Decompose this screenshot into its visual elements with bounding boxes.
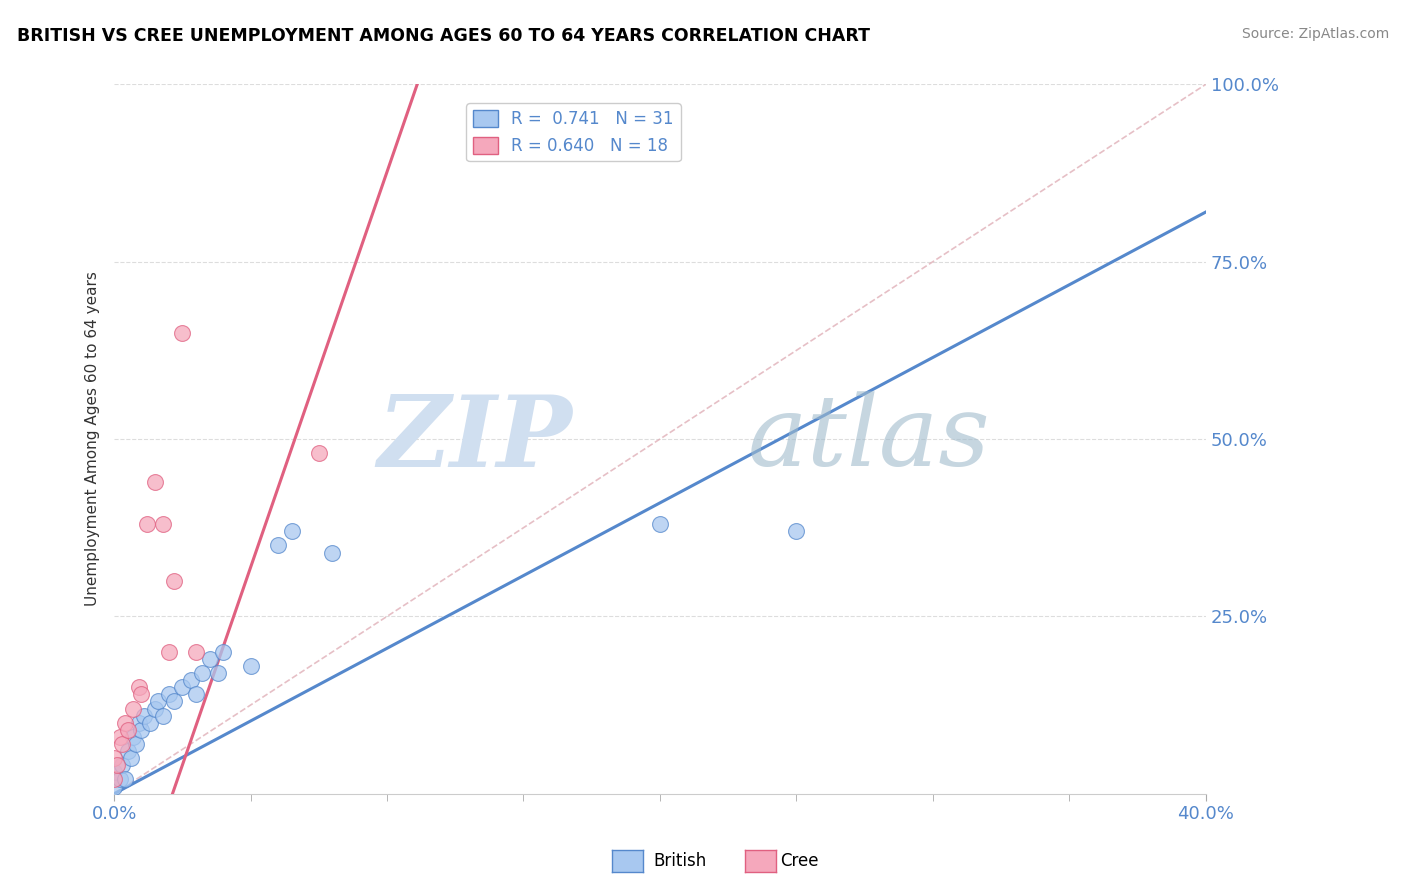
Point [134,708,156,723]
Point [131,723,153,737]
Point [108,730,131,744]
Point [184,687,207,701]
Point [157,687,180,701]
Point [111,737,134,751]
Point [648,517,671,532]
Point [143,701,166,715]
Point [128,681,150,695]
Point [207,666,229,681]
Y-axis label: Unemployment Among Ages 60 to 64 years: Unemployment Among Ages 60 to 64 years [86,272,100,607]
Point [172,681,194,695]
Point [152,517,174,532]
Point [105,758,128,772]
Point [138,715,160,730]
Point [103,772,125,787]
Legend: R =  0.741   N = 31, R = 0.640   N = 18: R = 0.741 N = 31, R = 0.640 N = 18 [467,103,681,161]
Point [103,780,125,794]
Point [122,701,145,715]
Point [212,645,235,659]
Point [280,524,302,539]
Point [157,645,180,659]
Point [117,723,139,737]
Text: atlas: atlas [747,392,990,487]
Point [163,694,186,708]
Point [198,652,221,666]
Point [321,545,343,559]
Point [180,673,202,688]
Point [125,737,148,751]
Point [785,524,807,539]
Point [103,765,125,780]
Point [136,517,159,532]
Point [114,715,136,730]
Text: Cree: Cree [780,852,818,870]
Point [190,666,212,681]
Point [111,758,134,772]
Point [184,645,207,659]
Point [172,326,194,340]
Point [152,708,174,723]
Point [308,446,330,460]
Point [143,475,166,489]
Point [267,538,290,552]
Point [117,744,139,758]
Point [108,772,131,787]
Point [120,751,142,765]
Point [103,751,125,765]
Point [163,574,186,588]
Text: British: British [654,852,707,870]
Point [131,687,153,701]
Point [239,659,262,673]
Point [114,772,136,787]
Point [128,715,150,730]
Text: Source: ZipAtlas.com: Source: ZipAtlas.com [1241,27,1389,41]
Text: ZIP: ZIP [378,391,572,487]
Text: BRITISH VS CREE UNEMPLOYMENT AMONG AGES 60 TO 64 YEARS CORRELATION CHART: BRITISH VS CREE UNEMPLOYMENT AMONG AGES … [17,27,870,45]
Point [146,694,169,708]
Point [122,730,145,744]
